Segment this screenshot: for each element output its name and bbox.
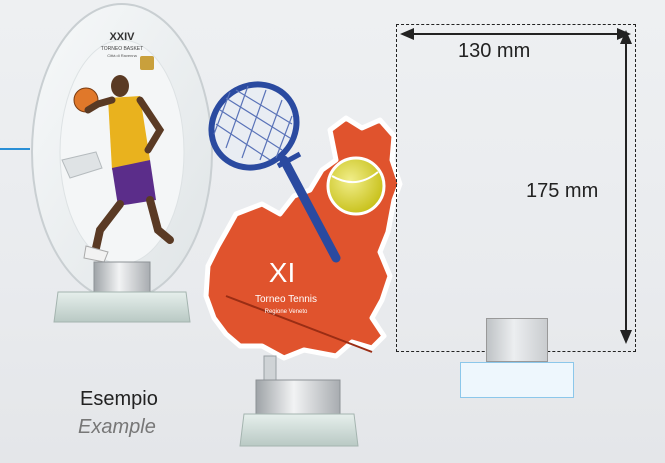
width-arrow-right-icon	[617, 28, 631, 40]
basketball-title: XXIV	[109, 31, 135, 43]
example-label-english: Example	[78, 416, 156, 438]
basketball-stand	[93, 261, 151, 293]
dimension-arrows	[400, 28, 632, 344]
crest-icon	[140, 56, 154, 70]
tennis-ball-icon	[326, 156, 386, 216]
basketball-trophy: XXIV TORNEO BASKET Città di Ravenna	[31, 3, 213, 323]
accent-line	[0, 148, 30, 150]
tennis-trophy: XI Torneo Tennis Regione Veneto	[203, 81, 403, 447]
tennis-title: Torneo Tennis	[255, 294, 317, 305]
height-arrow-up-icon	[620, 30, 632, 44]
pedestal-block	[486, 318, 548, 362]
pedestal-base	[460, 362, 574, 398]
width-label: 130 mm	[458, 40, 531, 62]
basketball-line3: Città di Ravenna	[107, 53, 137, 58]
example-label: Esempio	[80, 388, 158, 410]
tennis-numeral: XI	[269, 257, 295, 288]
basketball-player-figure	[61, 75, 174, 263]
height-label: 175 mm	[526, 180, 599, 202]
tennis-base	[239, 413, 359, 447]
dimension-box	[396, 24, 636, 352]
height-arrow-down-icon	[620, 330, 632, 344]
tennis-subtitle: Regione Veneto	[265, 309, 308, 315]
basketball-subtitle: TORNEO BASKET	[101, 46, 143, 52]
tennis-racket-icon	[208, 81, 341, 263]
basketball-base	[53, 291, 191, 323]
court-line	[225, 295, 373, 353]
tennis-stand	[255, 379, 341, 415]
tennis-post	[263, 355, 277, 383]
width-arrow-left-icon	[400, 28, 414, 40]
